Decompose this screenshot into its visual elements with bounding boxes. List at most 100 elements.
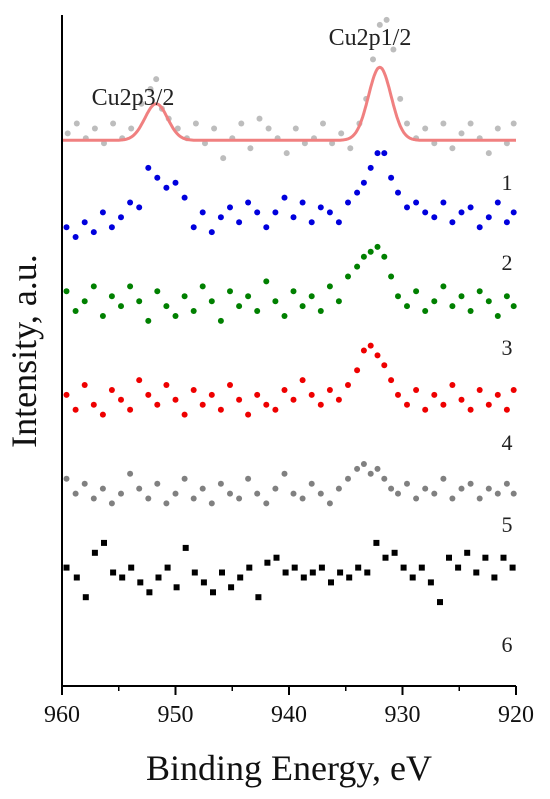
point-s5-51 bbox=[510, 490, 517, 497]
point-s5-26 bbox=[299, 495, 306, 502]
point-s4-23 bbox=[272, 406, 279, 413]
point-s5-5 bbox=[108, 500, 115, 507]
point-s4-18 bbox=[227, 382, 233, 388]
point-s2-25 bbox=[290, 214, 297, 221]
point-s2-16 bbox=[208, 229, 215, 236]
point-s4-47 bbox=[476, 387, 483, 393]
point-s2-2 bbox=[81, 219, 88, 226]
x-ticks: 960 950 940 930 920 bbox=[44, 686, 534, 728]
point-s1-7 bbox=[128, 125, 135, 132]
point-s2-14 bbox=[190, 224, 197, 231]
curve-label-2: 2 bbox=[502, 250, 513, 275]
point-s4-9 bbox=[145, 391, 152, 398]
point-s5-42 bbox=[431, 490, 438, 497]
point-s2-40 bbox=[413, 199, 420, 206]
point-s6-22 bbox=[264, 559, 271, 566]
point-s2-32 bbox=[354, 189, 361, 196]
series-6 bbox=[63, 539, 516, 606]
point-s5-17 bbox=[217, 480, 224, 487]
point-s2-29 bbox=[326, 209, 333, 216]
point-s2-12 bbox=[172, 179, 179, 186]
point-s1-50 bbox=[494, 125, 501, 132]
point-s3-34 bbox=[367, 248, 374, 255]
point-s5-35 bbox=[374, 465, 381, 472]
point-s6-17 bbox=[219, 569, 225, 576]
point-s3-38 bbox=[395, 293, 401, 300]
point-s5-30 bbox=[335, 485, 342, 492]
point-s4-42 bbox=[431, 391, 438, 398]
point-s4-14 bbox=[190, 387, 197, 393]
point-s5-15 bbox=[199, 485, 206, 492]
point-s5-33 bbox=[360, 461, 367, 467]
point-s4-1 bbox=[72, 406, 79, 413]
point-s3-10 bbox=[154, 288, 161, 295]
series-5 bbox=[63, 461, 517, 507]
point-s1-46 bbox=[458, 130, 465, 137]
point-s3-4 bbox=[99, 313, 106, 319]
point-s6-45 bbox=[473, 569, 480, 576]
point-s4-22 bbox=[263, 401, 270, 408]
point-s2-13 bbox=[181, 194, 188, 201]
point-s4-37 bbox=[388, 377, 395, 384]
point-s4-7 bbox=[127, 406, 134, 413]
point-s3-30 bbox=[335, 298, 342, 305]
point-s2-51 bbox=[510, 209, 517, 216]
point-s6-15 bbox=[200, 579, 207, 586]
point-s4-45 bbox=[458, 396, 465, 403]
point-s3-46 bbox=[467, 308, 474, 314]
point-s1-13 bbox=[174, 125, 181, 132]
point-s2-27 bbox=[308, 219, 315, 226]
curve-labels: 1 2 3 4 5 6 bbox=[502, 170, 513, 657]
point-s3-39 bbox=[404, 303, 410, 310]
point-s2-41 bbox=[422, 209, 429, 216]
point-s5-40 bbox=[413, 495, 420, 502]
point-s1-37 bbox=[383, 16, 390, 23]
point-s4-6 bbox=[118, 396, 124, 403]
point-s6-29 bbox=[328, 579, 334, 586]
point-s2-31 bbox=[345, 199, 351, 206]
point-s3-7 bbox=[127, 283, 134, 290]
point-s6-9 bbox=[146, 589, 153, 596]
point-s2-20 bbox=[245, 199, 252, 206]
point-s2-42 bbox=[431, 214, 438, 221]
point-s3-33 bbox=[360, 253, 367, 260]
point-s3-21 bbox=[254, 308, 261, 314]
point-s6-44 bbox=[464, 549, 471, 556]
point-s2-9 bbox=[145, 164, 152, 171]
point-s3-3 bbox=[90, 283, 97, 290]
point-s6-36 bbox=[391, 549, 398, 556]
point-s3-1 bbox=[72, 308, 79, 314]
point-s2-19 bbox=[236, 219, 243, 226]
point-s3-43 bbox=[440, 283, 447, 290]
point-s1-29 bbox=[320, 120, 326, 127]
point-s5-31 bbox=[345, 475, 351, 482]
series-2 bbox=[63, 150, 517, 240]
point-s4-39 bbox=[404, 401, 410, 408]
point-s6-2 bbox=[82, 594, 89, 601]
point-s1-26 bbox=[292, 125, 299, 132]
point-s4-21 bbox=[254, 391, 261, 398]
y-axis-title: Intensity, a.u. bbox=[4, 254, 44, 448]
point-s5-24 bbox=[281, 470, 288, 477]
point-s4-43 bbox=[440, 401, 447, 408]
point-s6-23 bbox=[273, 554, 280, 561]
point-s3-40 bbox=[413, 288, 420, 295]
point-s1-35 bbox=[370, 56, 376, 63]
point-s1-44 bbox=[440, 120, 447, 127]
point-s5-12 bbox=[172, 490, 179, 497]
point-s6-14 bbox=[191, 569, 198, 576]
point-s3-49 bbox=[494, 313, 501, 319]
point-s2-8 bbox=[136, 204, 143, 211]
point-s5-47 bbox=[476, 495, 483, 502]
point-s4-8 bbox=[136, 377, 143, 384]
point-s6-4 bbox=[101, 539, 107, 546]
point-s6-20 bbox=[246, 564, 253, 571]
point-s4-10 bbox=[154, 401, 161, 408]
point-s2-1 bbox=[72, 234, 79, 240]
point-s3-35 bbox=[374, 243, 381, 250]
point-s1-10 bbox=[153, 76, 160, 83]
point-s4-15 bbox=[199, 401, 206, 408]
point-s3-13 bbox=[181, 293, 188, 300]
point-s5-1 bbox=[72, 490, 79, 497]
